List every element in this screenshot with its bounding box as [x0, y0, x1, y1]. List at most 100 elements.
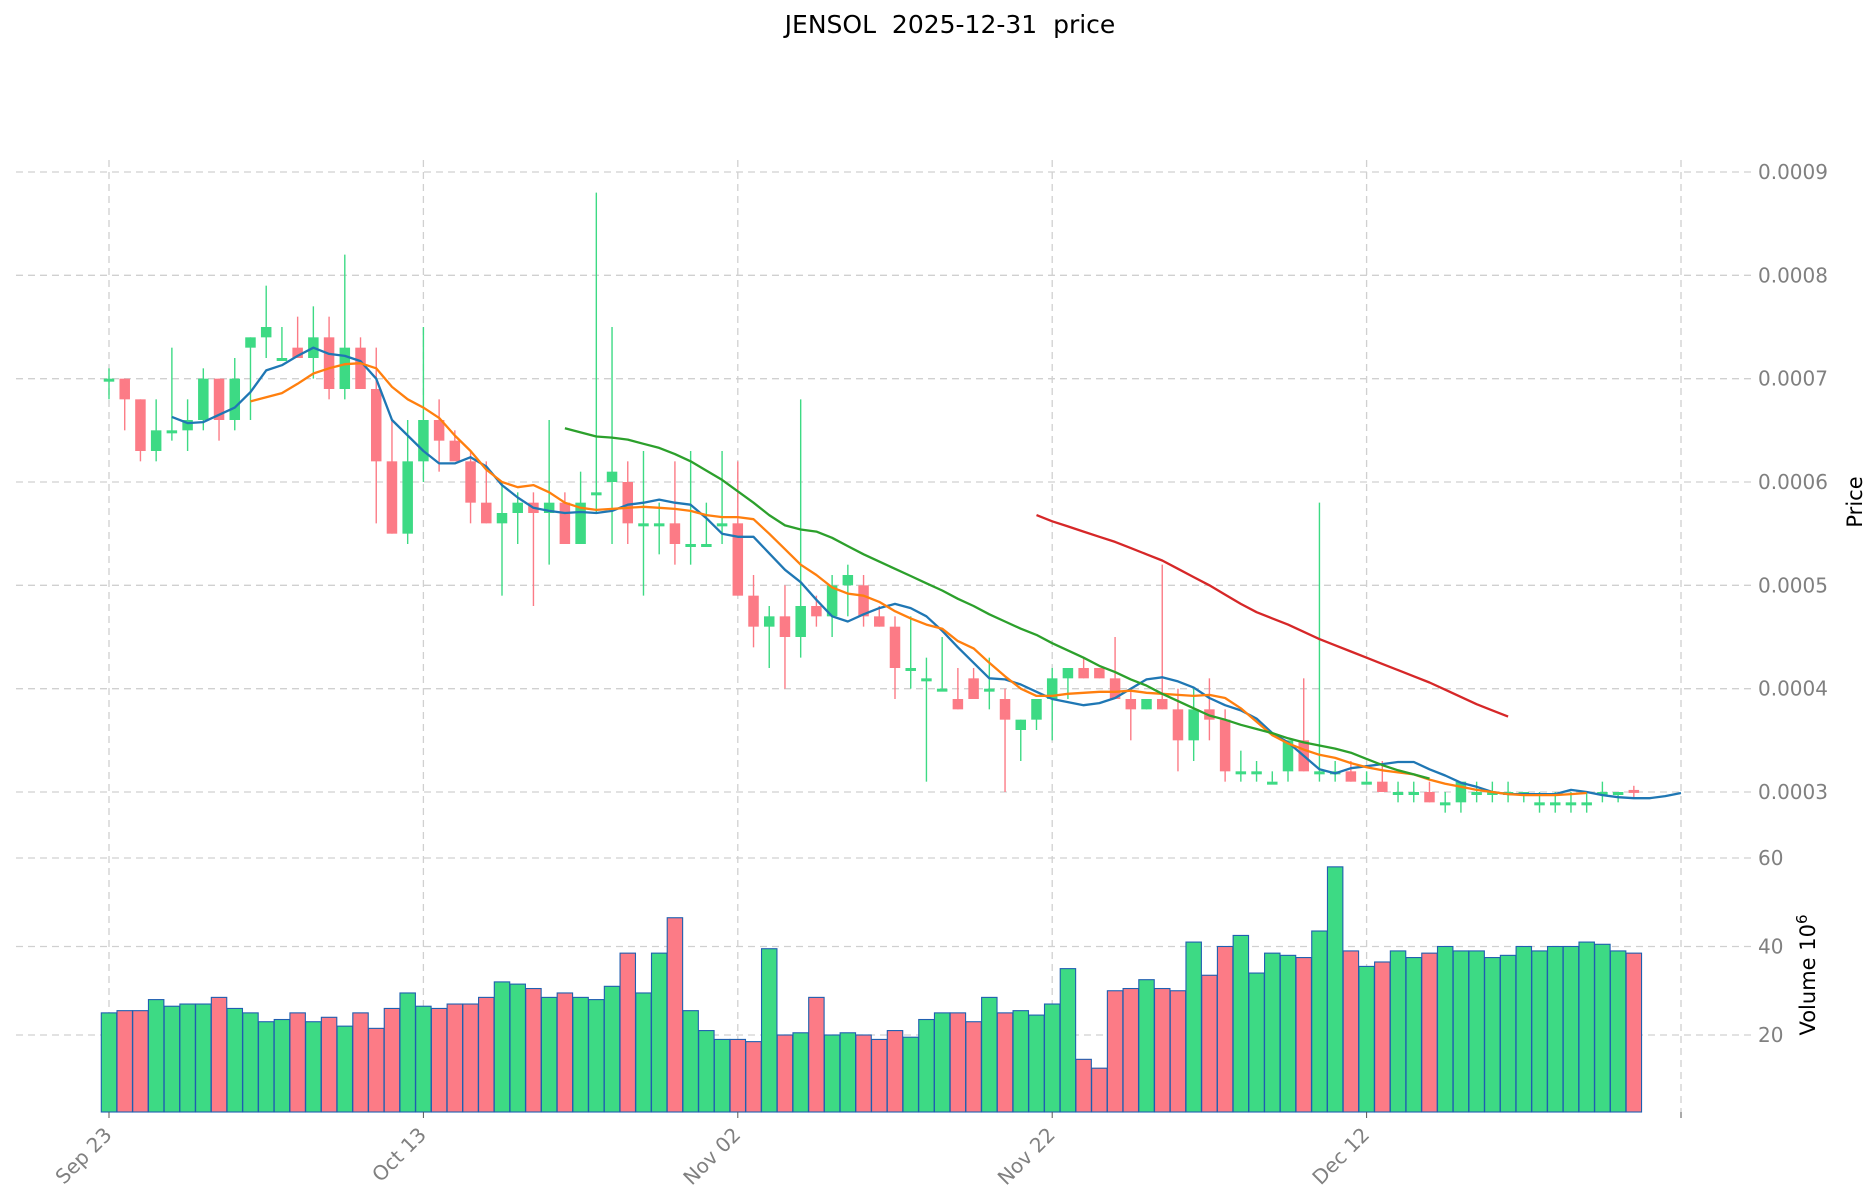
candle [1408, 781, 1420, 803]
candle [1219, 709, 1231, 782]
volume-bar [572, 996, 589, 1113]
volume-bar [273, 1018, 291, 1113]
volume-bar [650, 952, 668, 1113]
candle-body [716, 523, 728, 527]
candle-body [826, 585, 838, 617]
volume-bar [415, 1005, 432, 1113]
candle-body [1612, 792, 1624, 795]
candle-body [842, 575, 854, 586]
volume-bar [1562, 945, 1580, 1113]
candle-body [386, 461, 398, 534]
candle-body [669, 523, 681, 544]
candle-body [465, 461, 476, 503]
candle [449, 430, 461, 462]
volume-bar [430, 1007, 448, 1113]
candle-body [1392, 792, 1404, 795]
candle-body [638, 523, 649, 527]
candle [1125, 688, 1137, 741]
candle [1439, 792, 1451, 813]
candle [984, 657, 995, 710]
candle [1565, 792, 1577, 813]
volume-bar [1436, 945, 1454, 1113]
volume-bar [682, 1010, 699, 1113]
candle-body [402, 461, 413, 534]
volume-bar [760, 948, 778, 1113]
candle-body [1597, 792, 1608, 795]
candle [166, 347, 178, 441]
candle-body [166, 430, 178, 434]
candle [135, 399, 146, 462]
time-tick-label: Nov 22 [993, 1123, 1060, 1190]
candle [1156, 564, 1168, 710]
volume-bar [1059, 968, 1077, 1113]
volume-bar [462, 1003, 479, 1113]
candle [936, 637, 948, 692]
candle-body [1062, 668, 1074, 679]
candle [1628, 785, 1640, 798]
candle-body [653, 523, 665, 527]
candle [622, 461, 634, 544]
candle-body [1581, 802, 1592, 806]
candle-body [135, 399, 146, 451]
volume-tick-label: 60 [1758, 846, 1783, 870]
volume-bar [383, 1007, 401, 1113]
candle [213, 378, 225, 441]
candle-body [1031, 699, 1042, 720]
time-tick-label: Dec 12 [1307, 1123, 1374, 1190]
candle [323, 316, 335, 400]
candle [386, 420, 398, 534]
volume-bars [100, 866, 1643, 1113]
volume-bar [163, 1005, 181, 1113]
candle [1172, 688, 1184, 772]
candle [119, 378, 130, 431]
candle-body [496, 513, 508, 524]
candle-body [622, 482, 634, 524]
candle [229, 358, 241, 431]
volume-bar [1531, 950, 1548, 1113]
candle-body [1534, 802, 1545, 806]
candle [465, 451, 476, 524]
volume-bar [776, 1034, 794, 1113]
volume-bar [1342, 950, 1360, 1113]
candle-body [543, 502, 555, 513]
ma-line-3 [564, 427, 1430, 780]
volume-tick-label: 20 [1758, 1023, 1783, 1047]
candle [1581, 792, 1592, 813]
candle-body [1377, 781, 1388, 792]
candle-body [1156, 699, 1168, 710]
volume-bar [1405, 957, 1423, 1113]
candle-body [355, 347, 366, 389]
candle-body [1125, 699, 1137, 710]
volume-bar [949, 1012, 967, 1113]
volume-bar [1421, 952, 1438, 1113]
candle [481, 461, 492, 524]
volume-bar [729, 1038, 747, 1113]
candle-body [1078, 668, 1089, 679]
candle-body [575, 502, 586, 544]
volume-bar [1169, 990, 1187, 1113]
candle-body [1361, 781, 1372, 785]
volume-bar [1185, 941, 1202, 1113]
volume-bar [116, 1010, 133, 1113]
candle-body [119, 378, 130, 400]
candle [858, 575, 869, 627]
volume-bar [525, 987, 542, 1113]
candle-body [1172, 709, 1184, 741]
volume-bar [635, 992, 652, 1113]
volume-bar [1452, 950, 1470, 1113]
candle-body [1251, 771, 1262, 775]
volume-bar [918, 1018, 935, 1113]
candle [999, 688, 1011, 792]
time-tick-label: Oct 13 [367, 1123, 431, 1187]
volume-bar [352, 1012, 369, 1113]
volume-bar [713, 1038, 731, 1113]
volume-bar [540, 996, 558, 1113]
candle [198, 368, 209, 431]
candle-body [182, 420, 193, 431]
candle [591, 192, 602, 513]
candle-body [1487, 792, 1498, 795]
candle-body [260, 327, 272, 338]
candle [1204, 678, 1215, 741]
volume-bar [1138, 979, 1155, 1113]
volume-bar [226, 1007, 244, 1113]
